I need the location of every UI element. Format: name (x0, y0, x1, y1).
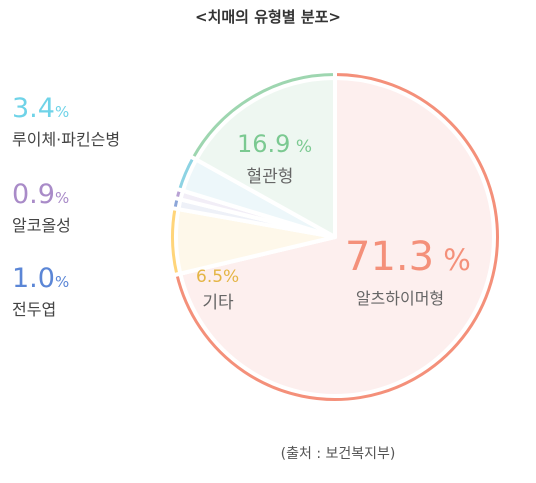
lewy-unit: % (54, 103, 70, 121)
chart-title: <치매의 유형별 분포> (195, 8, 341, 26)
alcohol-name: 알코올성 (12, 216, 71, 235)
alcohol-unit: % (54, 189, 70, 207)
slice-5 (188, 69, 337, 239)
slice-0-name-label: 알츠하이머형 (356, 289, 444, 308)
slice-5-fill (194, 76, 337, 239)
label-alcohol: 0.9% 알코올성 (12, 180, 71, 236)
alcohol-value: 0.9 (12, 179, 55, 210)
slice-1-unit-text: % (223, 267, 239, 287)
frontal-unit: % (54, 273, 70, 291)
slice-5-value-text: 16.9 (237, 130, 290, 158)
slice-0-unit-text: % (434, 243, 471, 277)
slice-1-name-label: 기타 (202, 293, 234, 313)
slice-0-fill (178, 76, 496, 398)
frontal-name: 전두엽 (12, 300, 57, 319)
label-lewy: 3.4% 루이체·파킨슨병 (12, 94, 120, 150)
lewy-name: 루이체·파킨슨병 (12, 130, 121, 149)
slice-1-value-text: 6.5 (196, 267, 223, 287)
slice-0-value-label: 71.3 % (345, 234, 471, 280)
slice-5-unit-text: % (290, 137, 312, 157)
slice-5-value-label: 16.9 % (237, 130, 312, 158)
source-note: (출처 : 보건복지부) (280, 446, 396, 462)
frontal-value: 1.0 (12, 263, 55, 294)
slice-0 (171, 69, 503, 405)
slice-5-name-label: 혈관형 (247, 167, 294, 187)
lewy-value: 3.4 (12, 93, 55, 124)
label-frontal: 1.0% 전두엽 (12, 264, 69, 320)
slice-0-value-text: 71.3 (345, 234, 434, 280)
slice-1-value-label: 6.5% (196, 267, 239, 287)
